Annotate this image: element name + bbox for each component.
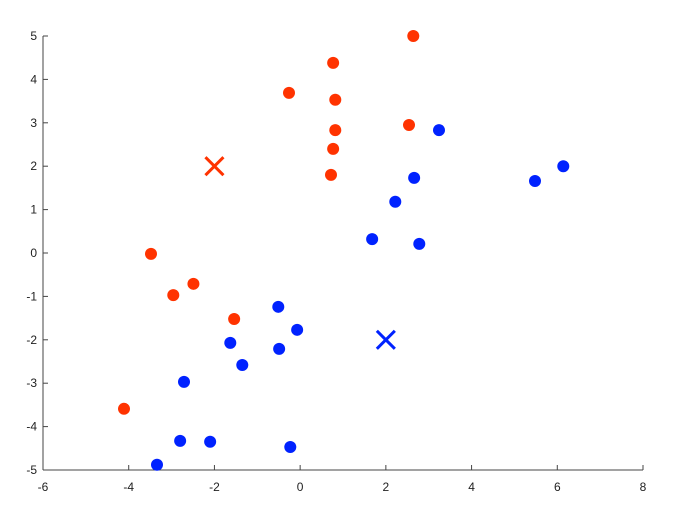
red-data-point — [283, 86, 295, 99]
red-data-point — [228, 312, 241, 325]
blue-data-point — [204, 435, 217, 448]
blue-data-point — [557, 160, 570, 173]
centroid-x-stroke — [204, 156, 225, 177]
blue-data-point — [284, 440, 297, 453]
axes — [42, 35, 644, 471]
y-tick-label: -4 — [26, 420, 37, 434]
red-data-point — [407, 30, 420, 42]
y-tick-label: 0 — [30, 246, 37, 260]
blue-data-point — [366, 233, 379, 246]
blue-data-point — [178, 375, 190, 388]
red-data-point — [167, 289, 180, 302]
blue-data-point — [273, 342, 286, 355]
y-tick-label: -1 — [26, 289, 37, 303]
blue-centroid-marker — [375, 329, 396, 350]
x-tick-label: 2 — [383, 480, 390, 494]
blue-data-point — [236, 358, 249, 371]
x-tick-label: 8 — [640, 480, 647, 494]
blue-data-point — [389, 195, 402, 208]
blue-data-point — [174, 434, 187, 447]
y-tick-label: -3 — [26, 376, 37, 390]
y-tick-label: 2 — [30, 159, 37, 173]
red-data-point — [187, 277, 200, 290]
blue-data-point — [224, 336, 237, 349]
x-tick-label: -2 — [209, 480, 220, 494]
x-tick-label: 4 — [468, 480, 475, 494]
tick-labels: -6 -4 -2 0 2 4 6 8 -5 -4 -3 -2 -1 0 1 2 3 4 5 — [26, 29, 646, 494]
y-tick-label: 3 — [30, 116, 37, 130]
centroid-x-stroke — [375, 329, 396, 350]
x-tick-label: -4 — [123, 480, 134, 494]
y-tick-label: 1 — [30, 203, 37, 217]
red-data-point — [118, 402, 130, 415]
red-data-point — [327, 142, 340, 155]
red-data-point — [325, 168, 337, 181]
red-data-point — [145, 247, 157, 260]
x-tick-label: 0 — [297, 480, 304, 494]
red-data-point — [329, 93, 342, 106]
red-data-point — [403, 118, 415, 131]
data-points — [118, 30, 570, 471]
red-data-point — [327, 56, 340, 69]
y-tick-label: 5 — [30, 29, 37, 43]
blue-data-point — [272, 300, 285, 313]
blue-data-point — [413, 237, 426, 250]
blue-data-point — [408, 171, 421, 184]
y-tick-label: -5 — [26, 463, 37, 477]
x-tick-label: 6 — [554, 480, 561, 494]
y-tick-label: 4 — [30, 72, 37, 86]
blue-data-point — [151, 458, 163, 471]
red-centroid-marker — [204, 156, 225, 177]
y-tick-label: -2 — [26, 333, 37, 347]
blue-data-point — [529, 174, 541, 187]
blue-data-point — [433, 124, 445, 137]
x-tick-label: -6 — [38, 480, 49, 494]
blue-data-point — [291, 323, 304, 336]
red-data-point — [329, 124, 342, 137]
